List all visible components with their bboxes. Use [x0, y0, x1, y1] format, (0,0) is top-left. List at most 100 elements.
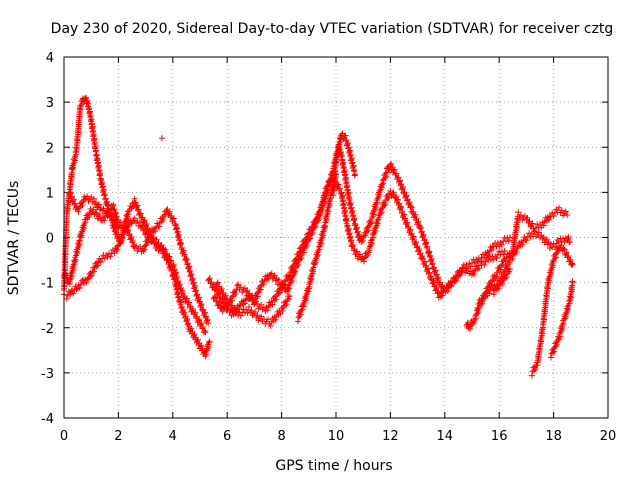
- data-point-M: [532, 366, 539, 373]
- data-point-A: [101, 191, 108, 198]
- data-point-A: [184, 316, 191, 323]
- data-point-J: [475, 308, 482, 315]
- data-point-C: [184, 260, 191, 267]
- data-point-C: [130, 243, 137, 250]
- data-point-F: [416, 246, 423, 253]
- data-point-C: [205, 320, 212, 327]
- data-point-F: [253, 290, 260, 297]
- data-point-B: [88, 272, 95, 279]
- data-point-F: [253, 294, 260, 301]
- data-point-C: [204, 316, 211, 323]
- data-point-J: [492, 274, 499, 281]
- data-point-M: [558, 242, 565, 249]
- data-point-F: [304, 242, 311, 249]
- data-point-E: [206, 275, 213, 282]
- data-point-I: [339, 130, 346, 137]
- data-point-C: [180, 247, 187, 254]
- data-point-E: [346, 197, 353, 204]
- data-point-G: [227, 298, 234, 305]
- data-point-C: [177, 240, 184, 247]
- data-point-F: [450, 274, 457, 281]
- data-point-C: [85, 211, 92, 218]
- data-point-F: [295, 261, 302, 268]
- data-point-B: [192, 309, 199, 316]
- data-point-C: [156, 223, 163, 230]
- data-point-B: [117, 236, 124, 243]
- data-point-F: [425, 265, 432, 272]
- data-point-F: [426, 269, 433, 276]
- data-point-F: [343, 218, 350, 225]
- data-point-J: [493, 273, 500, 280]
- data-point-A: [135, 206, 142, 213]
- data-point-F: [232, 290, 239, 297]
- data-point-M: [568, 260, 575, 267]
- data-point-F: [356, 251, 363, 258]
- data-point-D: [96, 201, 103, 208]
- data-point-B: [201, 327, 208, 334]
- data-point-B: [90, 268, 97, 275]
- data-point-A: [90, 131, 97, 138]
- data-point-F: [500, 251, 507, 258]
- data-point-E: [379, 181, 386, 188]
- data-point-F: [314, 217, 321, 224]
- data-point-C: [141, 246, 148, 253]
- data-point-A: [97, 170, 104, 177]
- data-point-E: [339, 156, 346, 163]
- data-point-K: [523, 237, 530, 244]
- data-point-E: [407, 203, 414, 210]
- data-point-L: [495, 285, 502, 292]
- data-point-B: [97, 259, 104, 266]
- data-point-F: [350, 242, 357, 249]
- data-point-F: [397, 203, 404, 210]
- data-point-C: [129, 238, 136, 245]
- data-point-G: [252, 309, 259, 316]
- data-point-B: [101, 255, 108, 262]
- data-point-A: [96, 166, 103, 173]
- data-point-D: [115, 225, 122, 232]
- data-point-F: [339, 192, 346, 199]
- data-point-E: [393, 170, 400, 177]
- data-point-L: [499, 280, 506, 287]
- data-point-D: [75, 208, 82, 215]
- data-point-F: [251, 300, 258, 307]
- data-point-C: [133, 242, 140, 249]
- data-point-F: [342, 212, 349, 219]
- data-point-C: [181, 251, 188, 258]
- data-point-C: [186, 263, 193, 270]
- y-tick-label: 1: [46, 186, 54, 201]
- data-point-M: [563, 249, 570, 256]
- data-point-H: [298, 307, 305, 314]
- data-point-A: [81, 95, 88, 102]
- data-point-E: [367, 220, 374, 227]
- data-point-E: [420, 232, 427, 239]
- data-point-F: [302, 243, 309, 250]
- data-point-K: [565, 234, 572, 241]
- data-point-C: [170, 216, 177, 223]
- data-point-B: [170, 261, 177, 268]
- x-tick-label: 10: [328, 429, 345, 444]
- data-point-F: [298, 254, 305, 261]
- data-point-F: [360, 258, 367, 265]
- data-point-F: [292, 268, 299, 275]
- data-point-C: [198, 302, 205, 309]
- data-point-B: [183, 295, 190, 302]
- y-tick-label: -1: [41, 277, 54, 292]
- data-point-F: [482, 258, 489, 265]
- data-point-E: [399, 183, 406, 190]
- data-point-F: [311, 224, 318, 231]
- data-point-B: [63, 295, 70, 302]
- data-point-E: [272, 296, 279, 303]
- data-point-J: [550, 213, 557, 220]
- data-point-B: [70, 290, 77, 297]
- data-point-E: [349, 207, 356, 214]
- data-point-M: [567, 256, 574, 263]
- data-point-F: [378, 209, 385, 216]
- data-point-G: [218, 285, 225, 292]
- data-point-E: [342, 174, 349, 181]
- data-point-E: [352, 221, 359, 228]
- data-point-C: [144, 239, 151, 246]
- data-point-C: [144, 236, 151, 243]
- data-point-A: [143, 220, 150, 227]
- data-point-C: [118, 219, 125, 226]
- y-tick-label: -2: [41, 322, 54, 337]
